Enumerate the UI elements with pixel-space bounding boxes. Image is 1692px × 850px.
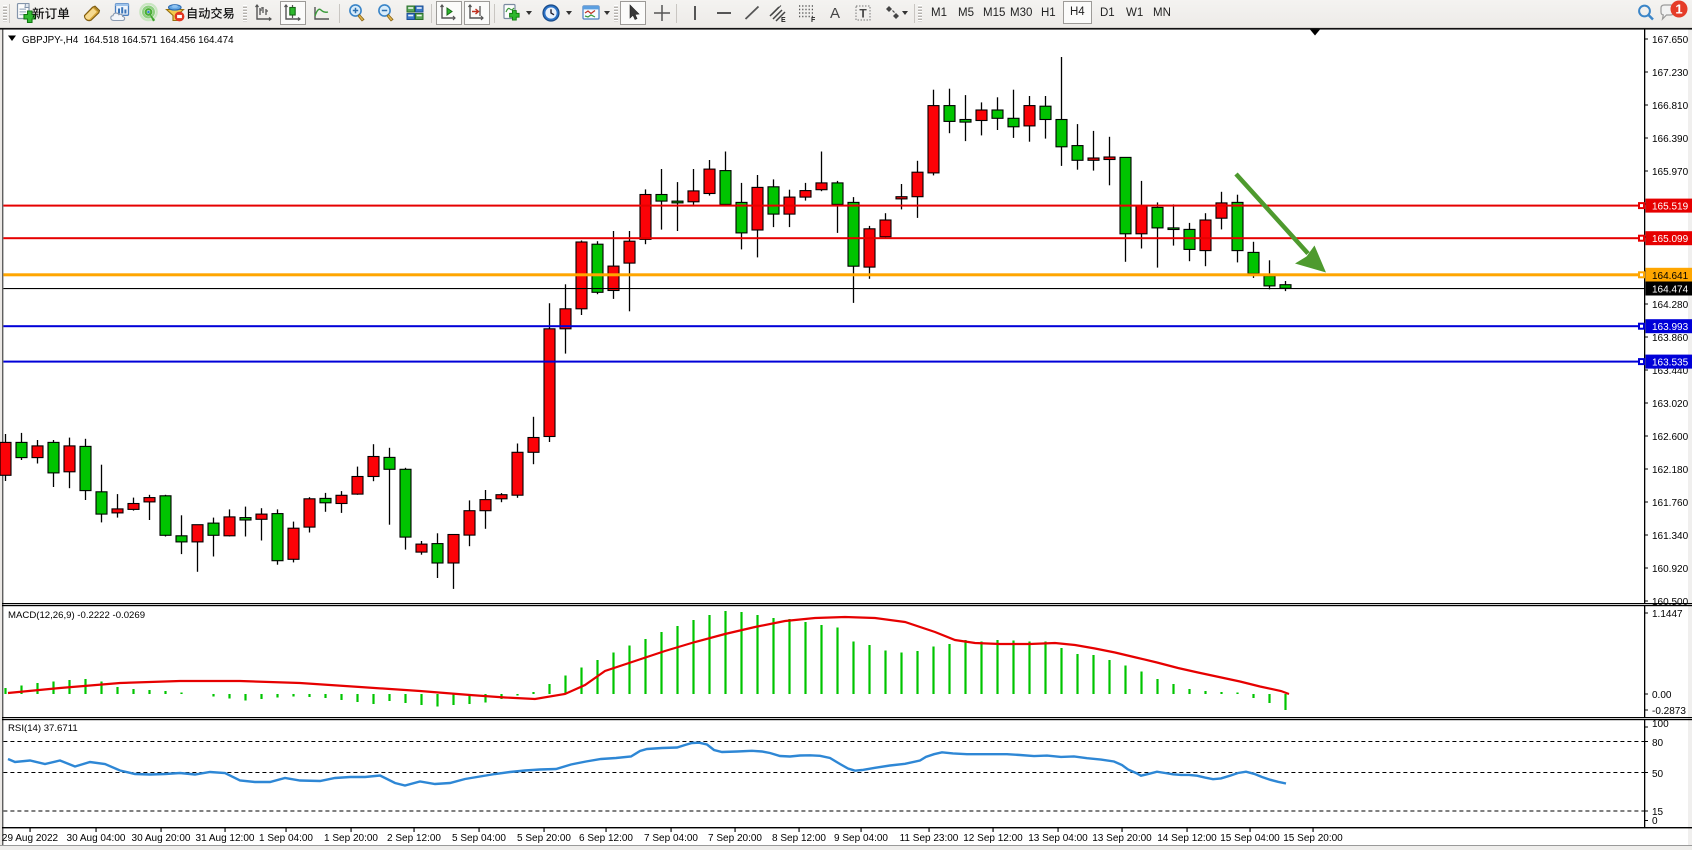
svg-text:0: 0 (1652, 816, 1658, 827)
svg-text:15 Sep 20:00: 15 Sep 20:00 (1283, 833, 1343, 844)
svg-text:13 Sep 20:00: 13 Sep 20:00 (1092, 833, 1152, 844)
svg-text:161.760: 161.760 (1652, 498, 1689, 509)
svg-text:164.641: 164.641 (1652, 271, 1689, 282)
svg-text:6 Sep 12:00: 6 Sep 12:00 (579, 833, 633, 844)
svg-text:163.860: 163.860 (1652, 333, 1689, 344)
svg-text:31 Aug 12:00: 31 Aug 12:00 (196, 833, 255, 844)
svg-text:162.180: 162.180 (1652, 465, 1689, 476)
svg-text:F: F (811, 17, 816, 23)
svg-text:160.920: 160.920 (1652, 564, 1689, 575)
svg-text:167.650: 167.650 (1652, 35, 1689, 46)
svg-text:30 Aug 20:00: 30 Aug 20:00 (132, 833, 191, 844)
svg-text:7 Sep 04:00: 7 Sep 04:00 (644, 833, 698, 844)
svg-text:29 Aug 2022: 29 Aug 2022 (2, 833, 59, 844)
svg-text:1 Sep 20:00: 1 Sep 20:00 (324, 833, 378, 844)
svg-text:0.00: 0.00 (1652, 690, 1672, 701)
svg-text:164.474: 164.474 (1652, 285, 1689, 296)
svg-text:5 Sep 20:00: 5 Sep 20:00 (517, 833, 571, 844)
svg-text:164.280: 164.280 (1652, 300, 1689, 311)
svg-text:165.099: 165.099 (1652, 234, 1689, 245)
svg-text:12 Sep 12:00: 12 Sep 12:00 (963, 833, 1023, 844)
svg-text:80: 80 (1652, 738, 1664, 749)
svg-text:163.440: 163.440 (1652, 366, 1689, 377)
svg-text:13 Sep 04:00: 13 Sep 04:00 (1028, 833, 1088, 844)
svg-text:160.500: 160.500 (1652, 597, 1689, 608)
svg-text:11 Sep 23:00: 11 Sep 23:00 (900, 833, 959, 844)
svg-text:161.340: 161.340 (1652, 531, 1689, 542)
svg-text:1: 1 (1675, 2, 1682, 17)
svg-text:1 Sep 04:00: 1 Sep 04:00 (259, 833, 313, 844)
svg-text:MACD(12,26,9) -0.2222 -0.0269: MACD(12,26,9) -0.2222 -0.0269 (8, 610, 145, 621)
svg-text:50: 50 (1652, 769, 1664, 780)
svg-text:165.519: 165.519 (1652, 202, 1689, 213)
svg-text:163.020: 163.020 (1652, 399, 1689, 410)
svg-text:14 Sep 12:00: 14 Sep 12:00 (1157, 833, 1217, 844)
svg-text:166.810: 166.810 (1652, 101, 1689, 112)
svg-text:163.535: 163.535 (1652, 358, 1689, 369)
svg-text:163.993: 163.993 (1652, 322, 1689, 333)
svg-text:100: 100 (1652, 719, 1669, 730)
svg-text:162.600: 162.600 (1652, 432, 1689, 443)
svg-text:165.970: 165.970 (1652, 167, 1689, 178)
svg-text:-0.2873: -0.2873 (1652, 706, 1686, 717)
svg-text:1.1447: 1.1447 (1652, 609, 1683, 620)
svg-text:30 Aug 04:00: 30 Aug 04:00 (67, 833, 126, 844)
svg-text:T: T (859, 7, 867, 21)
svg-text:5 Sep 04:00: 5 Sep 04:00 (452, 833, 506, 844)
svg-text:GBPJPY-,H4 164.518 164.571 16: GBPJPY-,H4 164.518 164.571 164.456 164.4… (22, 35, 234, 46)
svg-text:2 Sep 12:00: 2 Sep 12:00 (387, 833, 441, 844)
svg-text:A: A (830, 5, 840, 22)
svg-text:9 Sep 04:00: 9 Sep 04:00 (834, 833, 888, 844)
svg-text:RSI(14) 37.6711: RSI(14) 37.6711 (8, 723, 78, 734)
svg-text:15 Sep 04:00: 15 Sep 04:00 (1220, 833, 1280, 844)
svg-text:7 Sep 20:00: 7 Sep 20:00 (708, 833, 762, 844)
svg-text:15: 15 (1652, 807, 1664, 818)
svg-text:8 Sep 12:00: 8 Sep 12:00 (772, 833, 826, 844)
svg-text:166.390: 166.390 (1652, 134, 1689, 145)
svg-text:167.230: 167.230 (1652, 68, 1689, 79)
svg-text:E: E (781, 17, 786, 23)
